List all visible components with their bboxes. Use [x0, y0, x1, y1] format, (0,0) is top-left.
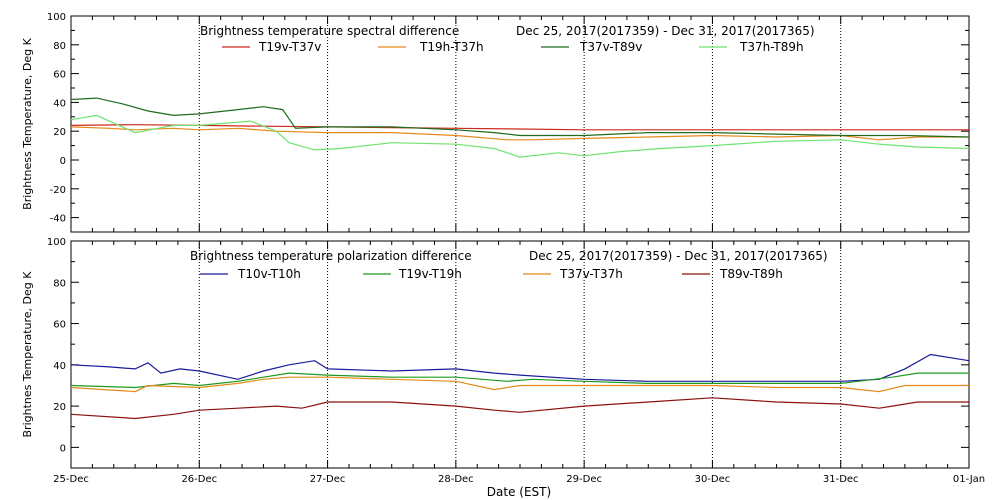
y-tick-label: 100 — [47, 237, 66, 248]
x-tick-label: 01-Jan — [953, 474, 985, 485]
x-tick-label: 25-Dec — [53, 474, 89, 485]
series-line — [71, 397, 969, 420]
series-line — [71, 376, 969, 393]
y-tick-label: 40 — [53, 361, 66, 372]
y-tick-label: 80 — [53, 41, 66, 52]
series-line — [71, 372, 969, 389]
legend-label: T19h-T37h — [419, 40, 484, 54]
y-tick-label: 20 — [53, 402, 66, 413]
legend-label: T37v-T89v — [579, 40, 642, 54]
legend-label: T89v-T89h — [719, 267, 783, 281]
legend-label: T10v-T10h — [237, 267, 301, 281]
y-axis-title: Brightness Temperature, Deg K — [21, 37, 34, 209]
y-tick-label: 40 — [53, 98, 66, 109]
date-range: Dec 25, 2017(2017359) - Dec 31, 2017(201… — [516, 24, 815, 38]
legend-label: T19v-T19h — [398, 267, 462, 281]
y-tick-label: 80 — [53, 278, 66, 289]
plot-frame — [70, 15, 970, 233]
series-line — [71, 97, 969, 138]
series-line — [71, 353, 969, 382]
chart-title: Brightness temperature polarization diff… — [190, 249, 472, 263]
y-tick-label: -20 — [50, 185, 66, 196]
y-tick-label: 60 — [53, 70, 66, 81]
x-tick-label: 26-Dec — [181, 474, 217, 485]
spectral-difference-panel: -40 -20 0 20 40 60 80 100 Brightness Temperature… — [21, 12, 970, 233]
y-tick-label: -40 — [50, 214, 66, 225]
x-tick-label: 30-Dec — [695, 474, 731, 485]
date-range: Dec 25, 2017(2017359) - Dec 31, 2017(201… — [529, 249, 828, 263]
y-axis-title: Brightnes Temperature, Deg K — [21, 271, 34, 438]
y-tick-label: 0 — [60, 156, 66, 167]
legend-label: T37h-T89h — [739, 40, 804, 54]
y-tick-label: 20 — [53, 127, 66, 138]
x-axis-title: Date (EST) — [487, 485, 551, 499]
series-line — [71, 124, 969, 131]
y-tick-label: 60 — [53, 320, 66, 331]
legend-label: T19v-T37v — [258, 40, 321, 54]
y-tick-label: 100 — [47, 12, 66, 23]
x-tick-label: 27-Dec — [310, 474, 346, 485]
x-tick-label: 31-Dec — [823, 474, 859, 485]
plot-frame — [70, 240, 970, 469]
chart-title: Brightness temperature spectral differen… — [200, 24, 459, 38]
x-tick-label: 28-Dec — [438, 474, 474, 485]
y-tick-label: 0 — [60, 443, 66, 454]
x-tick-label: 29-Dec — [566, 474, 602, 485]
polarization-difference-panel: 25-Dec 26-Dec 27-Dec 28-Dec 29-Dec 30-Dec 31-D… — [21, 237, 985, 485]
legend-label: T37v-T37h — [559, 267, 623, 281]
series-line — [71, 114, 969, 158]
